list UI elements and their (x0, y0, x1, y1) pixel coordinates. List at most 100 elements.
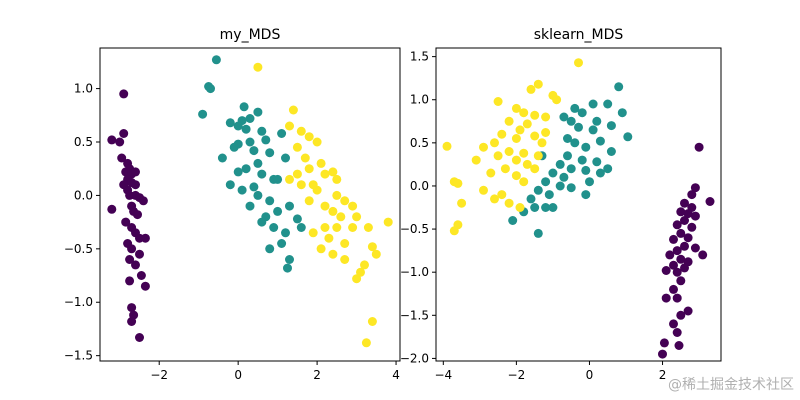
scatter-point-class-1 (581, 190, 591, 200)
scatter-point-class-1 (581, 142, 591, 152)
scatter-point-class-0 (683, 233, 693, 243)
scatter-point-class-1 (241, 124, 251, 134)
scatter-point-class-2 (511, 155, 521, 165)
scatter-point-class-1 (241, 164, 251, 174)
scatter-point-class-0 (672, 220, 682, 230)
scatter-point-class-1 (273, 206, 283, 216)
y-tick-label: −1.5 (400, 308, 429, 322)
y-tick-label: 1.5 (410, 50, 429, 64)
scatter-point-class-2 (332, 223, 342, 232)
y-tick-label: 0.5 (74, 135, 93, 149)
scatter-point-class-1 (614, 82, 624, 92)
scatter-point-class-1 (555, 159, 565, 169)
y-tick-label: −1.0 (400, 265, 429, 279)
scatter-point-class-2 (442, 141, 452, 151)
scatter-point-class-2 (530, 131, 540, 141)
scatter-point-class-2 (515, 203, 525, 212)
scatter-point-class-1 (225, 118, 235, 128)
scatter-point-class-0 (659, 338, 669, 348)
scatter-point-class-0 (680, 241, 689, 251)
scatter-point-class-2 (457, 198, 467, 208)
scatter-point-class-1 (281, 228, 290, 238)
scatter-point-class-0 (687, 222, 697, 232)
scatter-point-class-2 (320, 223, 330, 232)
scatter-point-class-1 (592, 157, 602, 167)
scatter-point-class-0 (669, 260, 678, 270)
scatter-point-class-1 (249, 146, 259, 156)
scatter-point-class-2 (541, 128, 551, 137)
scatter-point-class-1 (570, 138, 580, 148)
x-tick-label: 2 (313, 368, 321, 382)
scatter-point-class-2 (504, 198, 514, 208)
scatter-point-class-2 (493, 97, 503, 106)
scatter-point-class-1 (281, 153, 290, 163)
scatter-point-class-0 (669, 234, 678, 244)
scatter-point-class-1 (283, 263, 292, 273)
scatter-point-class-2 (340, 255, 350, 264)
scatter-point-class-2 (530, 164, 540, 174)
scatter-point-class-2 (316, 158, 326, 168)
scatter-point-class-1 (265, 148, 275, 158)
scatter-point-class-0 (107, 204, 117, 214)
scatter-point-class-0 (694, 142, 704, 152)
scatter-point-class-2 (533, 151, 543, 161)
chart-title: sklearn_MDS (534, 27, 624, 43)
scatter-point-class-2 (340, 239, 350, 248)
scatter-point-class-1 (211, 55, 221, 65)
scatter-point-class-2 (285, 121, 294, 131)
scatter-point-class-1 (277, 129, 287, 138)
scatter-point-class-0 (131, 180, 140, 190)
scatter-point-class-0 (136, 271, 146, 280)
scatter-point-class-2 (537, 138, 547, 148)
y-tick-label: 1.0 (410, 93, 429, 107)
x-tick-label: 0 (586, 368, 594, 382)
scatter-point-class-2 (300, 153, 310, 163)
scatter-point-class-2 (348, 223, 358, 232)
y-tick-label: 0.0 (410, 179, 429, 193)
scatter-point-class-0 (107, 135, 117, 145)
y-tick-label: −0.5 (64, 242, 93, 256)
scatter-point-class-1 (245, 201, 255, 211)
scatter-point-class-0 (138, 196, 148, 206)
scatter-point-class-0 (680, 198, 689, 208)
scatter-point-class-0 (669, 284, 678, 294)
scatter-point-class-2 (533, 79, 543, 89)
scatter-point-class-0 (665, 250, 675, 260)
x-tick-label: −2 (508, 368, 526, 382)
scatter-point-class-1 (253, 190, 263, 200)
scatter-point-class-0 (672, 293, 682, 303)
y-tick-label: −1.0 (64, 295, 93, 309)
scatter-point-class-1 (233, 121, 243, 131)
scatter-point-class-0 (690, 211, 700, 221)
scatter-point-class-1 (606, 121, 616, 131)
scatter-point-class-0 (674, 341, 684, 350)
scatter-point-class-2 (367, 242, 377, 252)
scatter-point-class-2 (328, 206, 338, 216)
scatter-point-class-2 (316, 244, 326, 254)
scatter-point-class-1 (563, 151, 572, 161)
scatter-point-class-1 (581, 165, 591, 175)
scatter-point-class-2 (328, 249, 338, 259)
scatter-point-class-0 (135, 333, 144, 342)
scatter-point-class-1 (257, 217, 267, 227)
scatter-point-class-2 (471, 155, 481, 165)
scatter-point-class-2 (490, 138, 499, 148)
x-tick-label: −2 (150, 368, 168, 382)
y-tick-label: 0.0 (74, 188, 93, 202)
scatter-point-class-0 (690, 183, 700, 193)
scatter-point-class-0 (680, 216, 689, 225)
scatter-point-class-1 (592, 116, 602, 126)
scatter-point-class-1 (577, 108, 587, 118)
scatter-point-class-1 (566, 116, 576, 126)
scatter-point-class-1 (541, 203, 551, 212)
axes-frame (99, 47, 401, 362)
scatter-point-class-2 (340, 196, 350, 206)
scatter-point-class-2 (361, 338, 371, 348)
scatter-point-class-1 (588, 99, 598, 109)
scatter-point-class-1 (285, 255, 294, 264)
scatter-point-class-1 (548, 168, 558, 178)
scatter-point-class-1 (570, 103, 580, 113)
scatter-point-class-2 (308, 228, 318, 238)
scatter-point-class-0 (680, 263, 689, 273)
x-tick-label: 4 (392, 368, 400, 382)
